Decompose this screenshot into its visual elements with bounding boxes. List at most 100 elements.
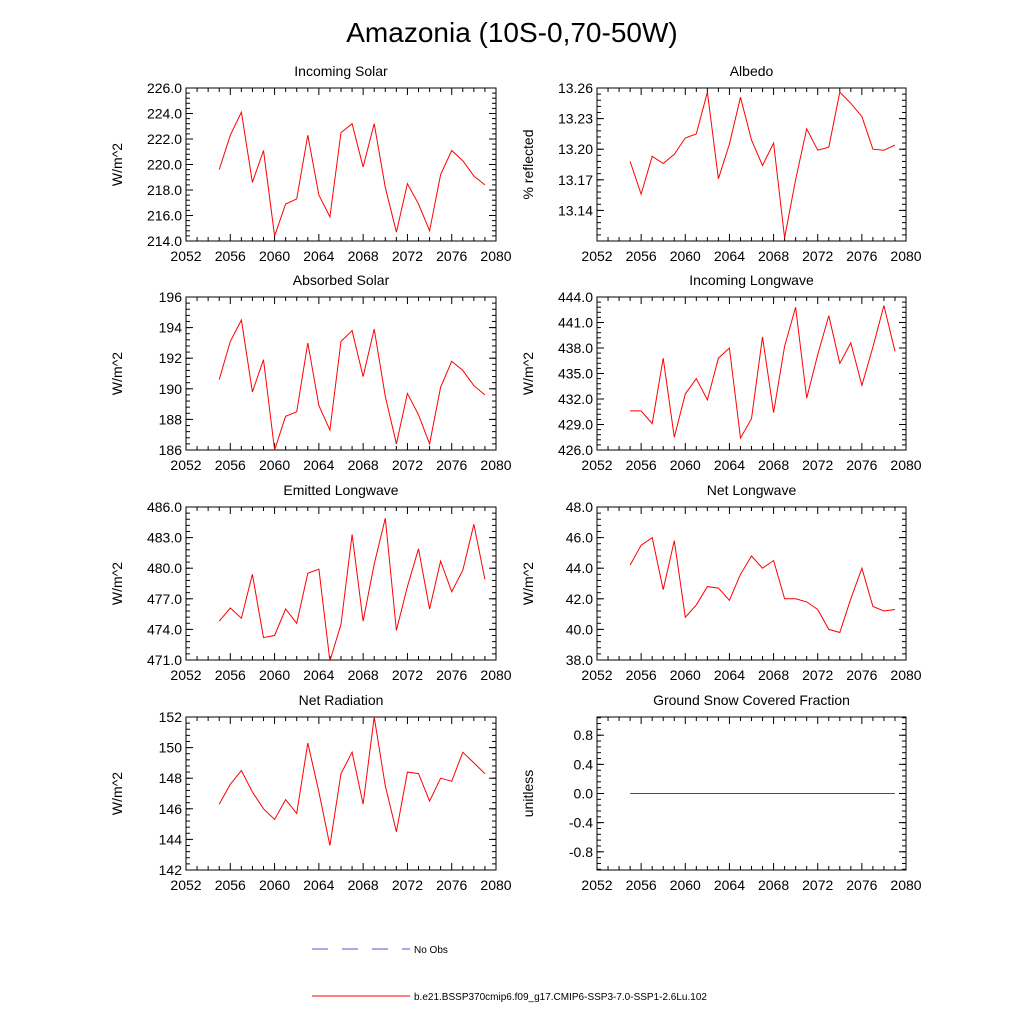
plot-frame bbox=[185, 87, 497, 242]
y-axis-label: W/m^2 bbox=[520, 352, 536, 395]
y-tick-label: 146 bbox=[159, 801, 183, 817]
x-tick-label: 2076 bbox=[846, 457, 877, 473]
x-tick-label: 2076 bbox=[846, 667, 877, 683]
x-tick-label: 2072 bbox=[392, 248, 423, 264]
y-tick-label: 435.0 bbox=[558, 366, 593, 382]
series-line bbox=[629, 91, 896, 238]
y-tick-label: 144 bbox=[159, 831, 183, 847]
x-tick-label: 2064 bbox=[714, 457, 745, 473]
x-tick-label: 2068 bbox=[758, 877, 789, 893]
x-tick-label: 2064 bbox=[303, 248, 334, 264]
y-tick-label: 0.4 bbox=[574, 756, 594, 772]
x-tick-label: 2080 bbox=[890, 248, 921, 264]
panel-title: Net Radiation bbox=[299, 692, 384, 708]
x-tick-label: 2080 bbox=[480, 877, 511, 893]
y-tick-label: 188 bbox=[159, 411, 183, 427]
y-tick-label: 226.0 bbox=[147, 80, 182, 96]
y-axis-label: W/m^2 bbox=[109, 562, 125, 605]
x-tick-label: 2056 bbox=[626, 667, 657, 683]
x-tick-label: 2068 bbox=[758, 667, 789, 683]
y-tick-label: 142 bbox=[159, 862, 183, 878]
panels-group: 2052 2056 2060 2064 2068 2072 2076 2080 214.0 216… bbox=[109, 63, 922, 893]
y-tick-label: 40.0 bbox=[566, 621, 593, 637]
y-axis-label: W/m^2 bbox=[109, 352, 125, 395]
panel-4: 2052 2056 2060 2064 2068 2072 2076 2080 471.0 474… bbox=[109, 482, 512, 683]
x-tick-label: 2052 bbox=[170, 667, 201, 683]
x-tick-label: 2072 bbox=[392, 877, 423, 893]
y-tick-label: 150 bbox=[159, 740, 183, 756]
x-tick-label: 2068 bbox=[348, 457, 379, 473]
x-tick-label: 2072 bbox=[392, 667, 423, 683]
figure-title: Amazonia (10S-0,70-50W) bbox=[346, 17, 677, 48]
plot-frame bbox=[185, 296, 497, 451]
y-tick-label: 218.0 bbox=[147, 182, 182, 198]
y-tick-label: 13.20 bbox=[558, 141, 593, 157]
y-tick-label: 194 bbox=[159, 320, 183, 336]
y-tick-label: -0.4 bbox=[569, 815, 593, 831]
y-tick-label: 13.23 bbox=[558, 111, 593, 127]
x-tick-label: 2068 bbox=[758, 248, 789, 264]
y-axis-label: W/m^2 bbox=[109, 143, 125, 186]
y-tick-label: 438.0 bbox=[558, 340, 593, 356]
panel-title: Ground Snow Covered Fraction bbox=[653, 692, 850, 708]
x-tick-label: 2076 bbox=[436, 248, 467, 264]
y-tick-label: 480.0 bbox=[147, 560, 182, 576]
panel-3: 2052 2056 2060 2064 2068 2072 2076 2080 426.0 429… bbox=[520, 272, 922, 473]
x-tick-label: 2072 bbox=[802, 457, 833, 473]
y-axis-label: W/m^2 bbox=[520, 562, 536, 605]
series-line bbox=[629, 536, 896, 634]
panel-7: 2052 2056 2060 2064 2068 2072 2076 2080 -0.8 -0.4… bbox=[520, 692, 922, 893]
y-tick-label: 471.0 bbox=[147, 652, 182, 668]
x-tick-label: 2064 bbox=[303, 457, 334, 473]
legend-label-no-obs: No Obs bbox=[414, 945, 448, 956]
panel-0: 2052 2056 2060 2064 2068 2072 2076 2080 214.0 216… bbox=[109, 63, 512, 264]
x-tick-label: 2064 bbox=[303, 667, 334, 683]
x-tick-label: 2060 bbox=[259, 248, 290, 264]
y-tick-label: 186 bbox=[159, 442, 183, 458]
y-tick-label: 426.0 bbox=[558, 442, 593, 458]
x-tick-label: 2056 bbox=[215, 248, 246, 264]
x-tick-label: 2064 bbox=[303, 877, 334, 893]
y-tick-label: 42.0 bbox=[566, 591, 593, 607]
series-line bbox=[218, 110, 486, 237]
y-tick-label: 441.0 bbox=[558, 315, 593, 331]
y-tick-label: 13.17 bbox=[558, 172, 593, 188]
x-tick-label: 2076 bbox=[846, 248, 877, 264]
x-tick-label: 2080 bbox=[890, 667, 921, 683]
y-tick-label: 486.0 bbox=[147, 499, 182, 515]
y-tick-label: 429.0 bbox=[558, 417, 593, 433]
x-tick-label: 2076 bbox=[436, 667, 467, 683]
plot-frame bbox=[596, 296, 907, 451]
series-line bbox=[630, 305, 896, 440]
y-tick-label: 474.0 bbox=[147, 621, 182, 637]
x-tick-label: 2052 bbox=[581, 248, 612, 264]
y-tick-label: 148 bbox=[159, 770, 183, 786]
panel-6: 2052 2056 2060 2064 2068 2072 2076 2080 142 144 14… bbox=[109, 692, 512, 893]
x-tick-label: 2060 bbox=[259, 877, 290, 893]
x-tick-label: 2068 bbox=[348, 667, 379, 683]
x-tick-label: 2060 bbox=[670, 877, 701, 893]
x-tick-label: 2076 bbox=[436, 877, 467, 893]
x-tick-label: 2072 bbox=[802, 248, 833, 264]
x-tick-label: 2056 bbox=[626, 457, 657, 473]
y-tick-label: 444.0 bbox=[558, 289, 593, 305]
y-axis-label: % reflected bbox=[520, 129, 536, 199]
y-axis-label: unitless bbox=[520, 770, 536, 817]
y-tick-label: 196 bbox=[159, 289, 183, 305]
x-tick-label: 2064 bbox=[714, 877, 745, 893]
x-tick-label: 2076 bbox=[846, 877, 877, 893]
y-tick-label: 152 bbox=[159, 709, 183, 725]
x-tick-label: 2080 bbox=[480, 248, 511, 264]
x-tick-label: 2072 bbox=[392, 457, 423, 473]
x-tick-label: 2052 bbox=[170, 877, 201, 893]
series-line bbox=[218, 716, 486, 846]
y-tick-label: 192 bbox=[159, 350, 183, 366]
y-tick-label: 13.14 bbox=[558, 202, 593, 218]
y-axis-label: W/m^2 bbox=[109, 772, 125, 815]
y-tick-label: 38.0 bbox=[566, 652, 593, 668]
panel-1: 2052 2056 2060 2064 2068 2072 2076 2080 13.14 13.… bbox=[520, 63, 922, 264]
x-tick-label: 2060 bbox=[670, 248, 701, 264]
x-tick-label: 2052 bbox=[170, 248, 201, 264]
x-tick-label: 2052 bbox=[581, 877, 612, 893]
